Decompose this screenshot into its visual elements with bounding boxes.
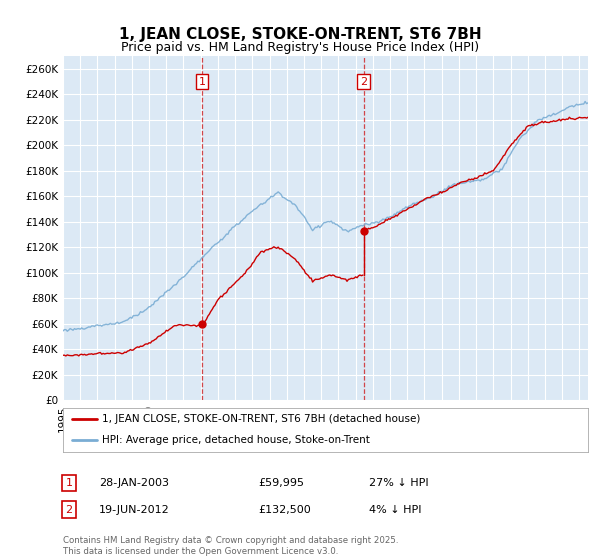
Text: 19-JUN-2012: 19-JUN-2012 — [99, 505, 170, 515]
Text: 2: 2 — [360, 77, 367, 86]
Text: HPI: Average price, detached house, Stoke-on-Trent: HPI: Average price, detached house, Stok… — [103, 435, 370, 445]
Text: Price paid vs. HM Land Registry's House Price Index (HPI): Price paid vs. HM Land Registry's House … — [121, 41, 479, 54]
Text: £59,995: £59,995 — [258, 478, 304, 488]
Text: Contains HM Land Registry data © Crown copyright and database right 2025.
This d: Contains HM Land Registry data © Crown c… — [63, 536, 398, 556]
Text: 2: 2 — [65, 505, 73, 515]
Text: 27% ↓ HPI: 27% ↓ HPI — [369, 478, 428, 488]
Text: 1, JEAN CLOSE, STOKE-ON-TRENT, ST6 7BH: 1, JEAN CLOSE, STOKE-ON-TRENT, ST6 7BH — [119, 27, 481, 42]
Text: £132,500: £132,500 — [258, 505, 311, 515]
Text: 4% ↓ HPI: 4% ↓ HPI — [369, 505, 421, 515]
Text: 1, JEAN CLOSE, STOKE-ON-TRENT, ST6 7BH (detached house): 1, JEAN CLOSE, STOKE-ON-TRENT, ST6 7BH (… — [103, 414, 421, 424]
Text: 28-JAN-2003: 28-JAN-2003 — [99, 478, 169, 488]
Text: 1: 1 — [199, 77, 206, 86]
Text: 1: 1 — [65, 478, 73, 488]
